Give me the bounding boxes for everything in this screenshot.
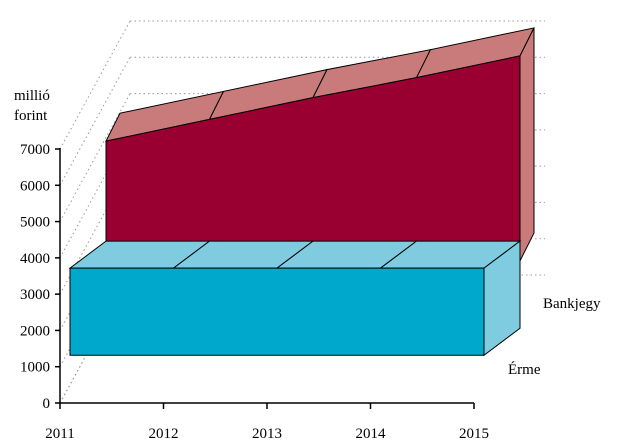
x-tick-label-2014: 2014 [356, 426, 387, 441]
x-tick-label-2013: 2013 [252, 426, 282, 441]
x-axis: 2011 2012 2013 2014 2015 [45, 402, 489, 441]
grid-diagonal-6000 [59, 57, 131, 186]
x-tick-label-2015: 2015 [459, 426, 489, 441]
y-axis: 0 1000 2000 3000 4000 5000 6000 7000 [20, 142, 61, 412]
y-tick-label-6000: 6000 [20, 178, 50, 194]
side-face [519, 27, 535, 262]
grid-diagonal-7000 [59, 20, 131, 150]
y-axis-title-line-1: millió [14, 88, 50, 104]
y-tick-label-5000: 5000 [20, 215, 50, 231]
y-tick-label-2000: 2000 [20, 323, 50, 339]
series-label-erme: Érme [508, 361, 541, 378]
series-érme [68, 240, 522, 357]
series-bankjegy [105, 27, 535, 262]
y-tick-label-0: 0 [43, 396, 51, 412]
y-tick-label-4000: 4000 [20, 251, 50, 267]
y-tick-label-1000: 1000 [20, 360, 50, 376]
y-tick-label-3000: 3000 [20, 287, 50, 303]
front-face [69, 267, 485, 356]
series-group [68, 27, 535, 357]
grid-diagonal-5000 [59, 93, 131, 222]
y-tick-label-7000: 7000 [20, 142, 50, 158]
y-axis-title-line-2: forint [14, 108, 48, 124]
x-tick-label-2011: 2011 [45, 426, 74, 441]
series-label-bankjegy: Bankjegy [543, 296, 601, 312]
x-tick-label-2012: 2012 [149, 426, 179, 441]
